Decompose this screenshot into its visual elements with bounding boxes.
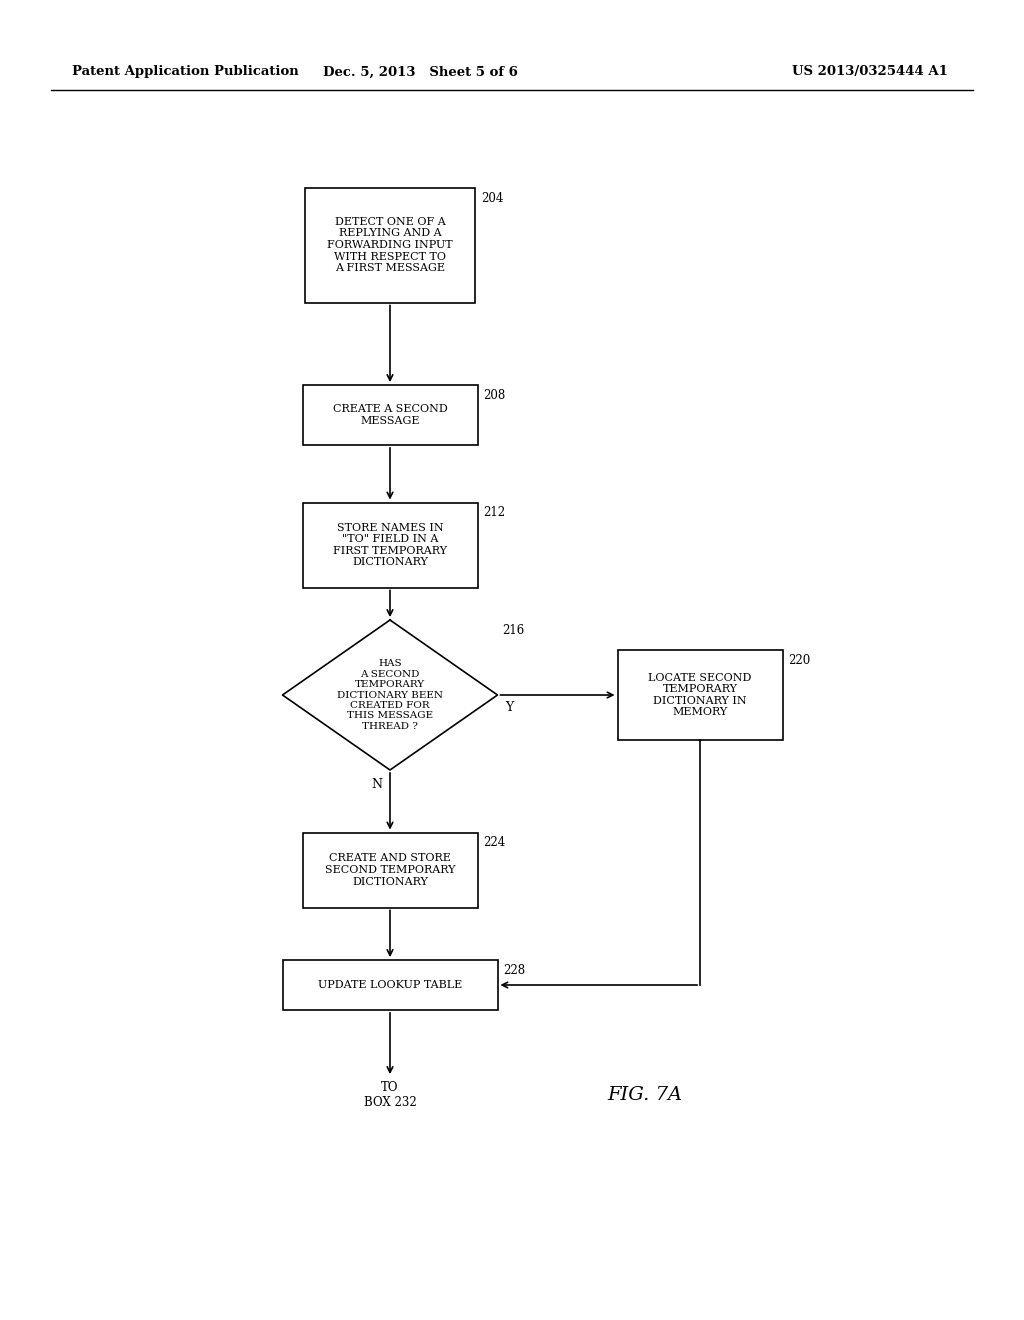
Text: TO
BOX 232: TO BOX 232 — [364, 1081, 417, 1109]
Bar — [305, 187, 475, 302]
Bar — [302, 385, 477, 445]
Text: 212: 212 — [483, 507, 506, 520]
Text: CREATE AND STORE
SECOND TEMPORARY
DICTIONARY: CREATE AND STORE SECOND TEMPORARY DICTIO… — [325, 854, 456, 887]
Text: 224: 224 — [483, 837, 506, 850]
Text: Dec. 5, 2013   Sheet 5 of 6: Dec. 5, 2013 Sheet 5 of 6 — [323, 66, 517, 78]
Text: STORE NAMES IN
"TO" FIELD IN A
FIRST TEMPORARY
DICTIONARY: STORE NAMES IN "TO" FIELD IN A FIRST TEM… — [333, 523, 447, 568]
Text: 208: 208 — [483, 389, 506, 403]
Text: US 2013/0325444 A1: US 2013/0325444 A1 — [792, 66, 948, 78]
Text: DETECT ONE OF A
REPLYING AND A
FORWARDING INPUT
WITH RESPECT TO
A FIRST MESSAGE: DETECT ONE OF A REPLYING AND A FORWARDIN… — [328, 216, 453, 273]
Bar — [617, 649, 782, 741]
Text: HAS
A SECOND
TEMPORARY
DICTIONARY BEEN
CREATED FOR
THIS MESSAGE
THREAD ?: HAS A SECOND TEMPORARY DICTIONARY BEEN C… — [337, 659, 443, 731]
Text: Patent Application Publication: Patent Application Publication — [72, 66, 299, 78]
Text: 228: 228 — [504, 964, 525, 977]
Text: N: N — [371, 777, 382, 791]
Bar — [283, 960, 498, 1010]
Bar — [302, 833, 477, 908]
Text: Y: Y — [506, 701, 514, 714]
Bar — [302, 503, 477, 587]
Polygon shape — [283, 620, 498, 770]
Text: LOCATE SECOND
TEMPORARY
DICTIONARY IN
MEMORY: LOCATE SECOND TEMPORARY DICTIONARY IN ME… — [648, 673, 752, 717]
Text: 204: 204 — [481, 191, 504, 205]
Text: UPDATE LOOKUP TABLE: UPDATE LOOKUP TABLE — [317, 979, 462, 990]
Text: CREATE A SECOND
MESSAGE: CREATE A SECOND MESSAGE — [333, 404, 447, 426]
Text: 220: 220 — [788, 653, 811, 667]
Text: FIG. 7A: FIG. 7A — [607, 1086, 683, 1104]
Text: 216: 216 — [503, 624, 524, 638]
